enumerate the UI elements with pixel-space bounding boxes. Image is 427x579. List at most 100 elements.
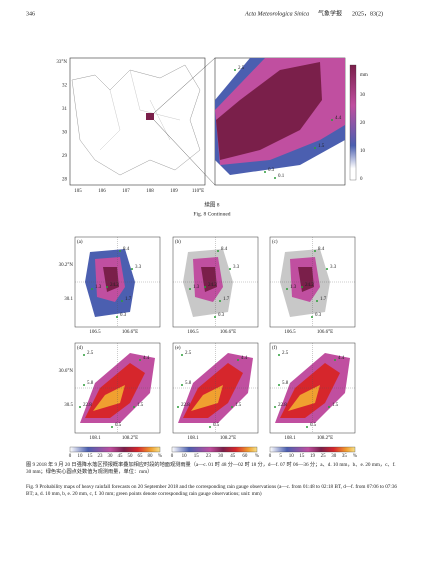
rain-area [216,62,322,160]
station-value: 1.5 [235,403,242,408]
station-value: 0.3 [120,313,127,318]
station-value: 1.7 [320,297,327,302]
journal-name: Acta Meteorologica Sinica [244,11,309,17]
station-value: 22.8 [181,403,190,408]
colorbar [349,64,357,181]
colorbar-label: 19 [310,454,316,459]
lat-label: 33°N [56,60,67,65]
colorbar-label: 25 [321,454,327,459]
target-area [146,113,154,120]
lat-label: 28 [62,178,68,183]
lon-label: 106 [98,189,106,194]
colorbar-label: 10 [360,149,366,154]
station-value: 5.8 [185,381,192,386]
lat-label: 29 [62,154,68,159]
station [204,286,206,288]
colorbar-label: % [255,454,259,459]
colorbar-label: 45 [230,454,236,459]
colorbar-label: 20 [360,121,366,126]
lon-label: 108.2°E [220,436,236,441]
lon-label: 110°E [192,189,204,194]
station-value: 2.5 [282,351,289,356]
lon-label: 107 [122,189,130,194]
station-value: 0.3 [218,313,225,318]
page-number: 346 [26,11,35,17]
station [79,406,81,408]
lon-label: 108.1 [284,436,296,441]
station-value: 0.3 [315,313,322,318]
rain-area [298,267,314,292]
colorbar-unit: mm [360,73,368,78]
station-value: 1.3 [95,285,102,290]
colorbar-label: 0 [269,454,272,459]
colorbar-label: 45 [118,454,124,459]
rain-area [93,385,125,411]
station [234,69,236,71]
panel-label: (d) [77,346,83,351]
station-value: 4.4 [241,356,248,361]
lat-label: 30 [62,131,68,136]
station-value: 3.3 [135,265,142,270]
colorbar [269,446,356,453]
station [314,147,316,149]
colorbar-label: 65 [138,454,144,459]
station-value: 2.5 [87,351,94,356]
lon-label: 105 [74,189,82,194]
station [83,354,85,356]
station [121,300,123,302]
overview-map [69,57,206,186]
station-value: 24.2 [110,283,119,288]
colorbar-label: 15 [88,454,94,459]
panel-label: (f) [272,346,277,351]
station [219,300,221,302]
station-value: 3.3 [233,265,240,270]
colorbar-label: 23 [98,454,104,459]
colorbar-label: 30 [360,93,366,98]
colorbar-label: 60 [242,454,248,459]
rain-area [288,385,320,411]
lon-label: 108 [146,189,154,194]
station [189,288,191,290]
colorbar-label: % [353,454,357,459]
boundary [71,64,201,176]
station [326,268,328,270]
lat-label: 30.2°N [59,263,74,268]
station [181,384,183,386]
station [119,250,121,252]
colorbar-label: 10 [78,454,84,459]
caption-cn: 续图 8 [204,200,219,208]
station-value: 1.5 [332,403,339,408]
colorbar-label: 23 [206,454,212,459]
lat-label: 30.1 [64,297,73,302]
station [306,426,308,428]
lon-label: 108.1 [187,436,199,441]
station [237,359,239,361]
panel-label: (b) [175,240,181,245]
station-value: 22.8 [278,403,287,408]
station-value: 0.1 [278,174,285,179]
station [214,316,216,318]
lat-label: 30.5 [64,403,73,408]
colorbar-label: 0 [69,454,72,459]
colorbar-label: 15 [194,454,200,459]
station [334,359,336,361]
colorbar-label: % [158,454,162,459]
station [91,288,93,290]
caption-cn: 图 9 2018 年 9 月 20 日强降水落区预报概率叠加相应时段的地面观测雨… [26,462,396,475]
rain-area [201,267,217,292]
colorbar-label: 10 [289,454,295,459]
station-value: 24.2 [208,283,217,288]
station-value: 2.5 [238,66,245,71]
station [181,354,183,356]
lon-label: 106.5 [187,330,199,335]
lon-label: 106.6°E [220,330,236,335]
caption-en: Fig. 8 Continued [193,211,230,217]
station [83,384,85,386]
station [331,119,333,121]
station [106,286,108,288]
station [274,406,276,408]
station [316,300,318,302]
colorbar-label: 50 [128,454,134,459]
panel-label: (a) [77,240,83,245]
station-value: 5.8 [282,381,289,386]
